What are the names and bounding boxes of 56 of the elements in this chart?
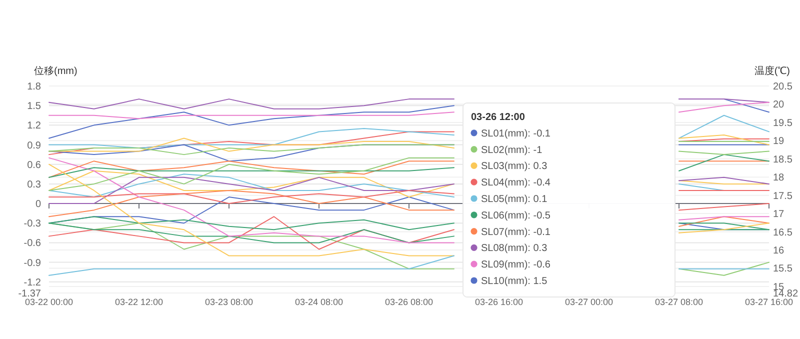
legend-label: SL01 [481, 128, 505, 140]
y-tick-label: -0.9 [24, 258, 42, 269]
y2-tick-label: 16 [773, 245, 785, 256]
legend-label: SL08 [481, 243, 505, 254]
y2-tick-label: 19.5 [773, 118, 793, 129]
x-tick-label: 03-26 08:00 [384, 297, 434, 307]
legend-label: SL02 [481, 144, 505, 156]
x-tick-label: 03-27 00:00 [564, 297, 614, 307]
y-tick-label: -0.6 [24, 238, 42, 250]
y2-tick-label: 17 [773, 209, 785, 220]
annotation: (mm): 0.1 [504, 194, 548, 205]
annotation: (mm): -0.1 [504, 226, 551, 238]
y2-tick-label: 18 [773, 172, 785, 184]
y2-tick-label: 19 [773, 136, 785, 148]
y-tick-label: -1.37 [18, 288, 42, 300]
annotation: 03-26 12:00 [471, 112, 526, 123]
y-tick-label: 1.8 [27, 82, 42, 92]
y2-tick-label: 20.5 [773, 82, 793, 92]
legend-label: SL07 [481, 226, 505, 238]
y2-tick-label: 18.5 [773, 154, 793, 166]
legend-label: SL03 [481, 161, 505, 172]
annotation: (mm): -0.4 [504, 178, 551, 189]
y-tick-label: 1.2 [27, 120, 42, 132]
x-tick-label: 03-24 08:00 [294, 297, 344, 307]
y2-tick-label: 16.5 [773, 227, 793, 238]
legend-label: SL05 [481, 194, 505, 205]
y-tick-label: 0.9 [27, 140, 42, 152]
annotation: (mm): -0.6 [504, 260, 551, 271]
annotation: (mm): 0.3 [504, 161, 548, 172]
legend-label: SL06 [481, 210, 505, 222]
y2-axis-title: 温度(℃) [754, 65, 790, 77]
annotation: (mm): 1.5 [504, 276, 548, 287]
annotation: (mm): -0.1 [504, 128, 551, 140]
annotation: (mm): -0.5 [504, 210, 551, 222]
y2-tick-label: 15.5 [773, 264, 793, 275]
legend-label: SL10 [481, 276, 505, 287]
y2-tick-label: 14.82 [773, 288, 798, 300]
x-tick-label: 03-22 00:00 [24, 297, 74, 307]
y-tick-label: 0.3 [27, 179, 42, 190]
y2-tick-label: 20 [773, 100, 785, 111]
annotation: (mm): -1 [504, 144, 543, 156]
x-tick-label: 03-22 12:00 [114, 297, 164, 307]
x-tick-label: 03-27 08:00 [654, 297, 704, 307]
y-tick-label: 1.5 [27, 101, 42, 112]
y-tick-label: -1.2 [24, 277, 42, 288]
y2-tick-label: 17.5 [773, 190, 793, 202]
y-tick-label: 0 [35, 199, 42, 210]
y-tick-label: -0.3 [24, 218, 42, 230]
legend-label: SL09 [481, 260, 505, 271]
y-tick-label: 0.6 [27, 160, 42, 171]
x-tick-label: 03-26 16:00 [474, 297, 524, 307]
legend-label: SL04 [481, 178, 505, 189]
annotation: (mm): 0.3 [504, 243, 548, 254]
x-tick-label: 03-27 16:00 [744, 297, 794, 307]
y-axis-title: 位移(mm) [34, 65, 78, 77]
x-tick-label: 03-23 08:00 [204, 297, 254, 307]
